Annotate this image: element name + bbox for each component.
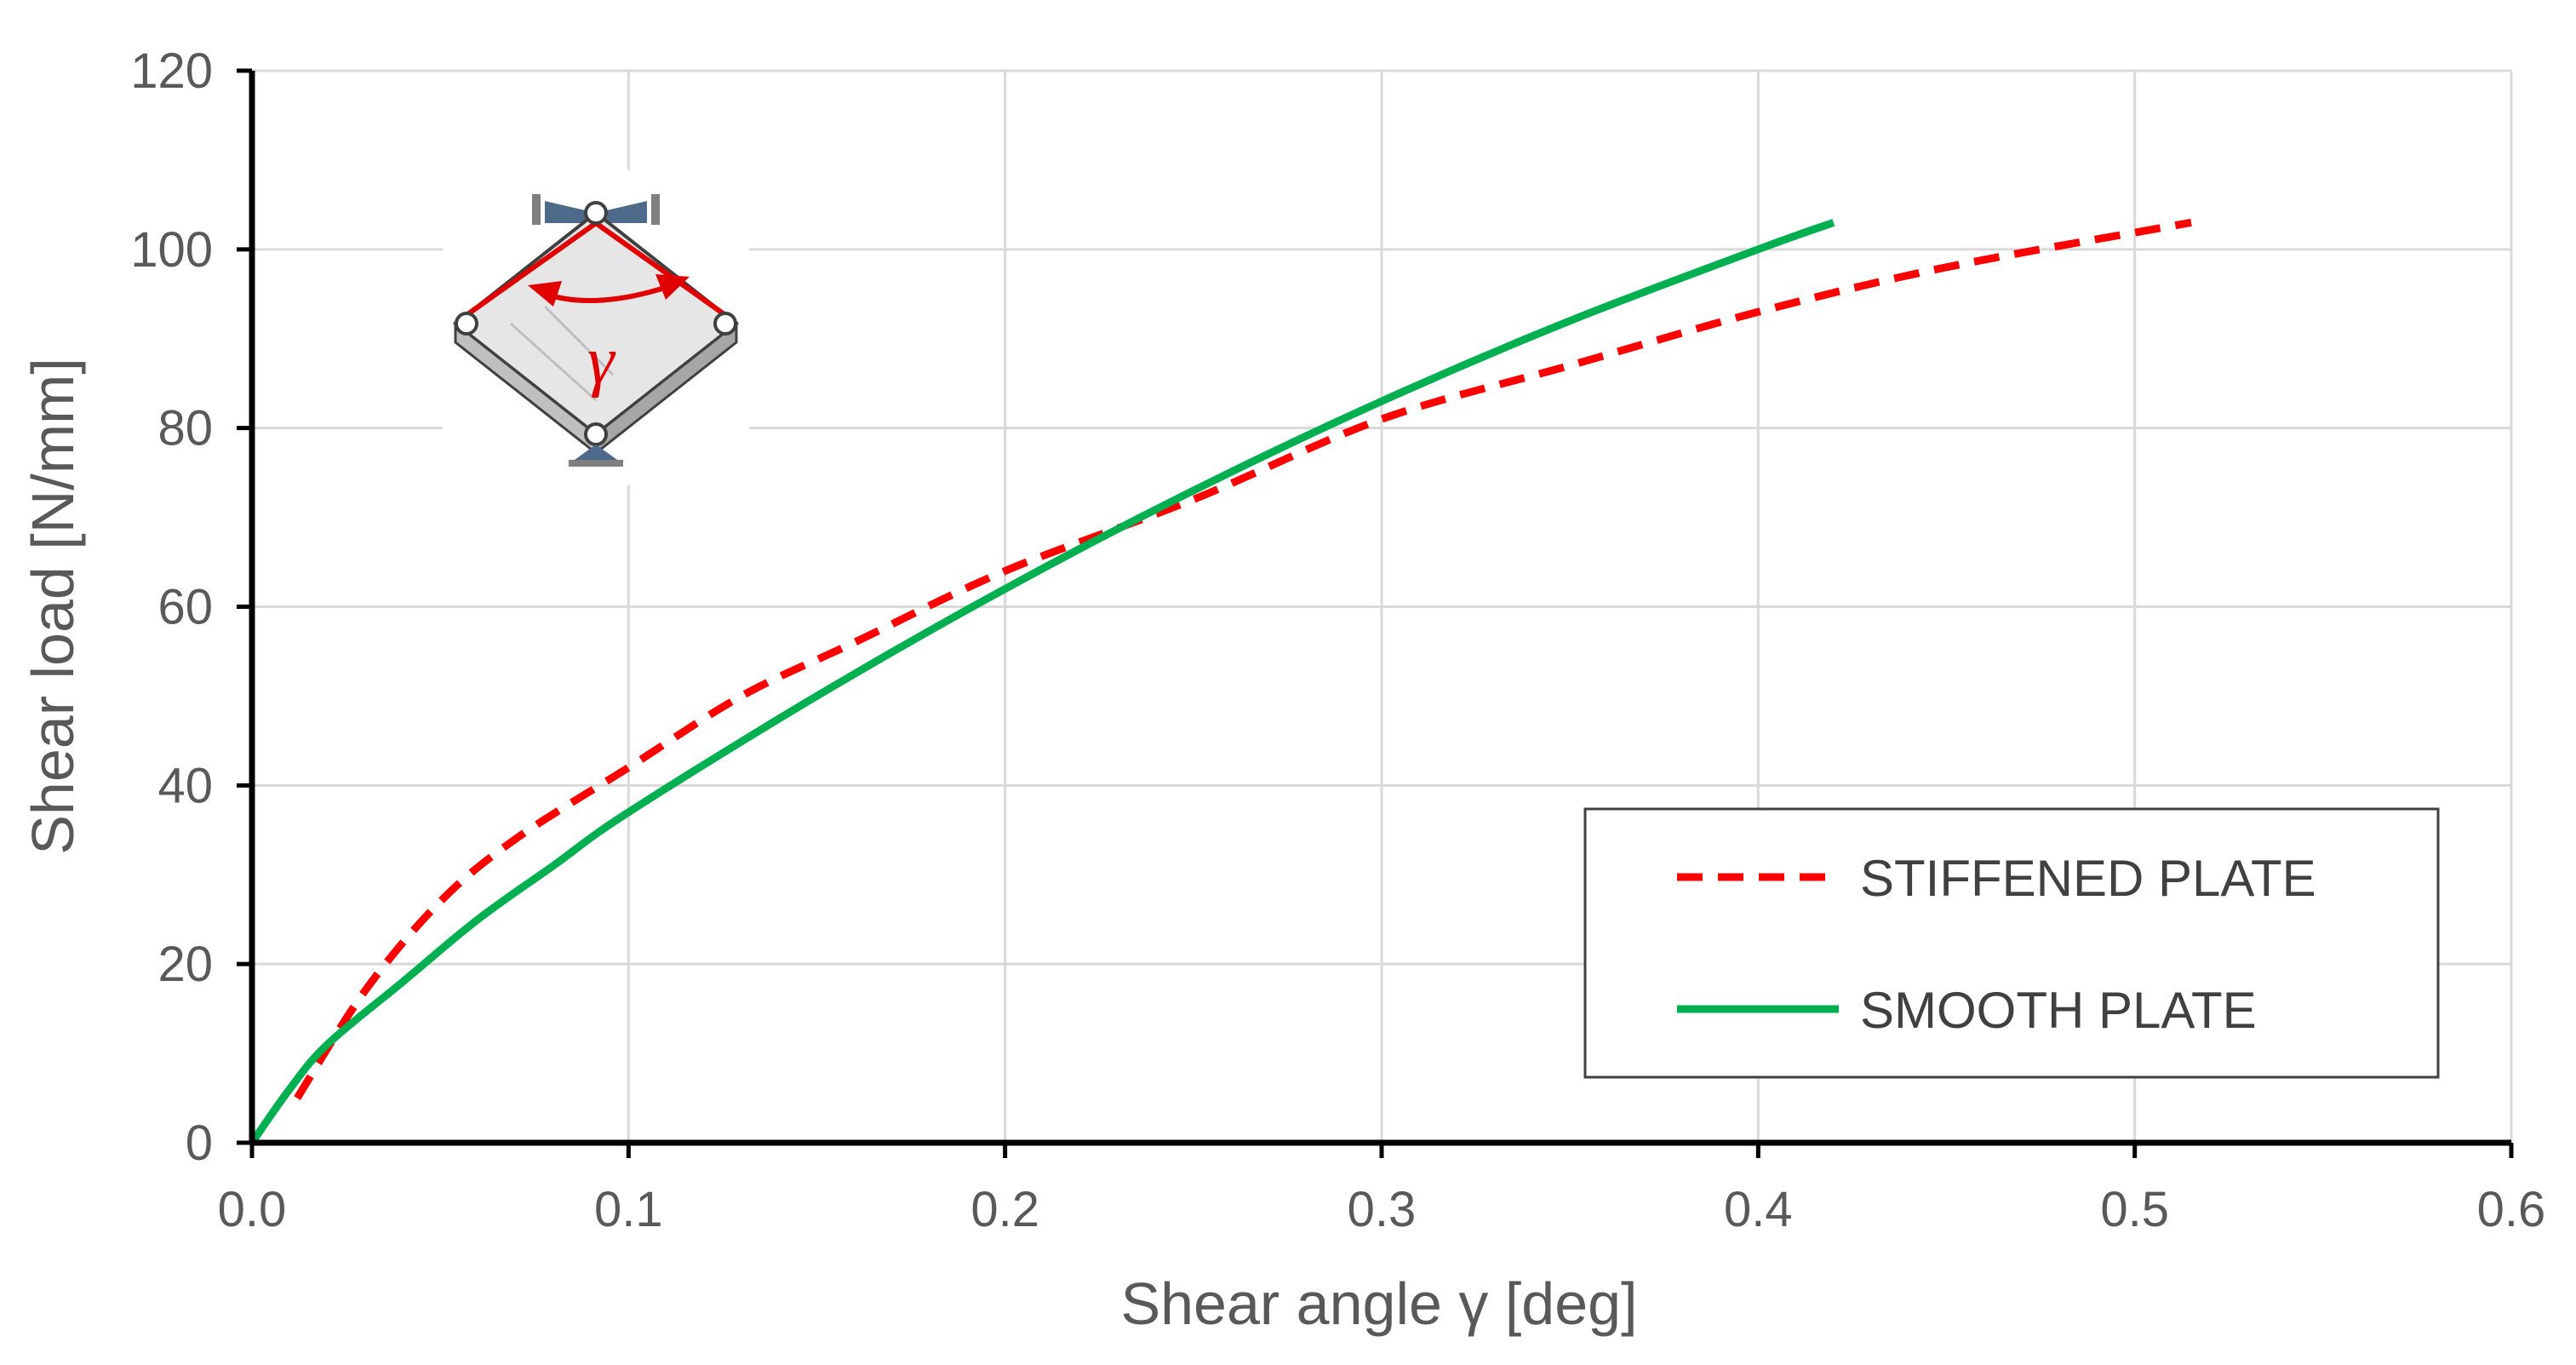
red-edge-right (594, 221, 727, 318)
arc-arrow-right-icon (655, 274, 690, 300)
y-tick-label: 20 (157, 937, 213, 992)
hinge-right (713, 312, 737, 336)
y-axis-title: Shear load [N/mm] (20, 358, 86, 855)
y-tick-label: 80 (157, 401, 213, 456)
top-support-right (596, 201, 647, 223)
plate-inner-line-2 (543, 305, 615, 376)
x-tick-labels: 0.0 0.1 0.2 0.3 0.4 0.5 0.6 (218, 1182, 2546, 1237)
series-lines (249, 218, 2192, 1145)
y-tick-label: 40 (157, 758, 213, 813)
series-line-stiffened-plate (294, 218, 2192, 1100)
y-tick-labels: 0 20 40 60 80 100 120 (130, 43, 213, 1171)
bottom-support (575, 444, 617, 460)
x-tick-label: 0.3 (1348, 1182, 1417, 1237)
x-axis-title: Shear angle γ [deg] (1120, 1270, 1637, 1337)
x-tick-label: 0.6 (2477, 1182, 2546, 1237)
top-support-hatch-left (532, 194, 541, 225)
x-tick-label: 0.5 (2100, 1182, 2169, 1237)
gamma-symbol: γ (587, 324, 616, 399)
x-tick-label: 0.1 (594, 1182, 663, 1237)
bottom-support-hatch (569, 460, 623, 467)
legend-label-stiffened: STIFFENED PLATE (1860, 850, 2316, 907)
y-tick-label: 0 (186, 1116, 213, 1171)
x-tick-label: 0.4 (1724, 1182, 1793, 1237)
y-tick-label: 60 (157, 580, 213, 635)
red-edge-left (465, 221, 598, 318)
shear-frame-diagram: γ (443, 170, 749, 485)
plate-inner-line-1 (509, 322, 598, 402)
hinge-left (455, 312, 478, 336)
hinge-top (584, 201, 608, 225)
legend: STIFFENED PLATE SMOOTH PLATE (1583, 807, 2440, 1079)
y-tick-label: 120 (130, 43, 213, 99)
top-support-hatch-right (651, 194, 660, 225)
x-tick-label: 0.0 (218, 1182, 287, 1237)
axes (237, 68, 2514, 1158)
top-support-left (545, 201, 596, 223)
y-tick-label: 100 (130, 222, 213, 278)
shear-angle-arc (544, 283, 673, 303)
legend-label-smooth: SMOOTH PLATE (1860, 982, 2257, 1039)
x-tick-label: 0.2 (970, 1182, 1039, 1237)
series-line-smooth-plate (249, 219, 1835, 1145)
legend-box (1583, 807, 2440, 1079)
hinge-bottom (584, 422, 608, 446)
arc-arrow-left-icon (528, 281, 562, 307)
